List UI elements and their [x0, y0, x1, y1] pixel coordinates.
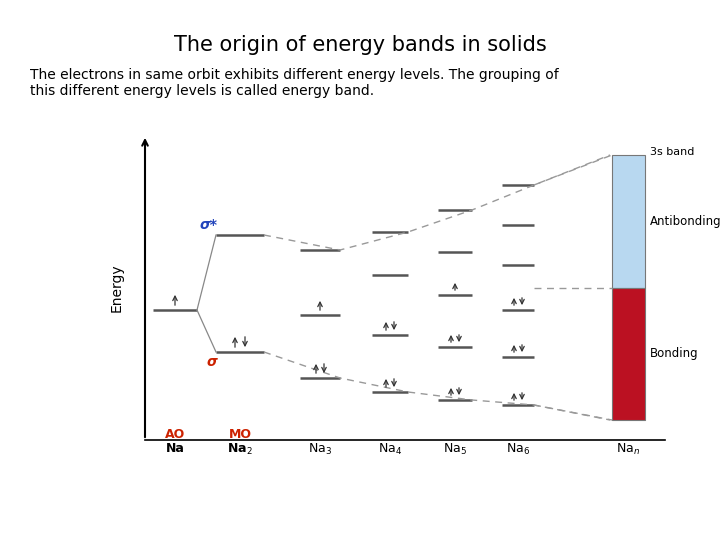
- Text: Na$_6$: Na$_6$: [506, 442, 530, 457]
- Text: Na$_5$: Na$_5$: [443, 442, 467, 457]
- Text: this different energy levels is called energy band.: this different energy levels is called e…: [30, 84, 374, 98]
- Text: Antibonding: Antibonding: [650, 215, 720, 228]
- Text: MO: MO: [228, 428, 251, 441]
- Text: 3s band: 3s band: [650, 147, 694, 157]
- Text: σ*: σ*: [199, 218, 217, 232]
- Bar: [612, 155, 645, 288]
- Text: Na$_3$: Na$_3$: [308, 442, 332, 457]
- Text: σ: σ: [207, 355, 217, 369]
- Text: Bonding: Bonding: [650, 348, 698, 361]
- Text: Na$_n$: Na$_n$: [616, 442, 641, 457]
- Text: The electrons in same orbit exhibits different energy levels. The grouping of: The electrons in same orbit exhibits dif…: [30, 68, 559, 82]
- Text: AO: AO: [165, 428, 185, 441]
- Text: Na$_2$: Na$_2$: [228, 442, 253, 457]
- Text: Na$_4$: Na$_4$: [378, 442, 402, 457]
- Text: Energy: Energy: [110, 263, 124, 312]
- Text: The origin of energy bands in solids: The origin of energy bands in solids: [174, 35, 546, 55]
- Text: Na: Na: [166, 442, 184, 455]
- Bar: [612, 288, 645, 420]
